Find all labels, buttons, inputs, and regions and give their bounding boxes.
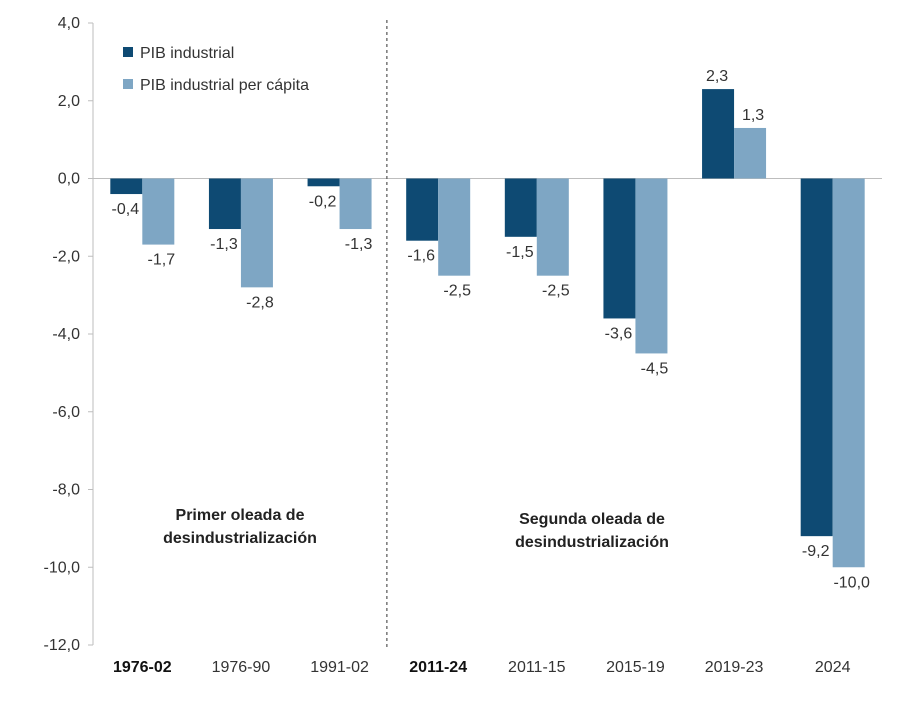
bar-pib-industrial <box>800 178 833 537</box>
x-category-label: 1976-90 <box>212 659 271 676</box>
y-tick-label: 4,0 <box>58 15 80 32</box>
y-axis: 4,0 2,0 0,0 -2,0 -4,0 -6,0 -8,0 -10,0 -12,0 <box>44 15 882 654</box>
legend: PIB industrial PIB industrial per cápita <box>123 45 309 94</box>
data-label: -4,5 <box>641 360 669 377</box>
bars <box>110 89 865 568</box>
data-label: -3,6 <box>605 325 633 342</box>
bar-pib-industrial <box>603 178 636 319</box>
y-tick-label: 0,0 <box>58 171 80 188</box>
annotation-second-wave-line1: Segunda oleada de <box>519 511 665 528</box>
y-tick-label: 2,0 <box>58 93 80 110</box>
y-tick-label: -10,0 <box>44 559 81 576</box>
category-labels: 1976-02 1976-90 1991-02 2011-24 2011-15 2015-… <box>113 659 851 676</box>
data-label: -2,8 <box>246 294 274 311</box>
data-label: 2,3 <box>706 68 728 85</box>
data-label: -2,5 <box>542 283 570 300</box>
x-category-label: 2015-19 <box>606 659 665 676</box>
y-tick-label: -12,0 <box>44 637 81 654</box>
legend-swatch-pib-per-capita <box>123 79 133 89</box>
data-label: -2,5 <box>443 283 471 300</box>
y-tick-label: -8,0 <box>52 482 80 499</box>
bar-pib-industrial <box>307 178 340 187</box>
data-label: -1,3 <box>345 236 373 253</box>
data-label: -0,2 <box>309 193 337 210</box>
bar-pib-industrial <box>702 89 735 179</box>
bar-pib-per-capita <box>536 178 569 276</box>
legend-swatch-pib-industrial <box>123 47 133 57</box>
annotation-first-wave: Primer oleada de desindustrialización <box>163 507 317 547</box>
y-tick-label: -4,0 <box>52 326 80 343</box>
x-category-label: 2011-15 <box>508 659 566 676</box>
bar-pib-per-capita <box>635 178 668 354</box>
annotation-first-wave-line1: Primer oleada de <box>176 507 305 524</box>
bar-pib-industrial <box>504 178 537 237</box>
bar-pib-per-capita <box>339 178 372 230</box>
annotation-first-wave-line2: desindustrialización <box>163 530 317 547</box>
bar-pib-per-capita <box>142 178 175 245</box>
x-category-label: 1976-02 <box>113 659 172 676</box>
bar-pib-industrial <box>406 178 439 241</box>
bar-pib-per-capita <box>734 127 767 179</box>
data-label: -0,4 <box>112 201 140 218</box>
y-tick-label: -2,0 <box>52 248 80 265</box>
x-category-label: 2024 <box>815 659 851 676</box>
x-category-label: 2019-23 <box>705 659 764 676</box>
data-label: -1,7 <box>148 252 176 269</box>
y-tick-label: -6,0 <box>52 404 80 421</box>
x-category-label: 2011-24 <box>409 659 467 676</box>
data-label: -1,5 <box>506 244 534 261</box>
annotation-second-wave: Segunda oleada de desindustrialización <box>515 511 669 551</box>
data-label: -10,0 <box>833 574 870 591</box>
bar-pib-per-capita <box>438 178 471 276</box>
annotation-second-wave-line2: desindustrialización <box>515 534 669 551</box>
data-label: -9,2 <box>802 543 830 560</box>
bar-pib-industrial <box>110 178 143 195</box>
x-category-label: 1991-02 <box>310 659 369 676</box>
data-labels: -0,4 -1,7 -1,3 -2,8 -0,2 -1,3 -1,6 -2,5 -1,5 -2,5… <box>112 68 871 591</box>
legend-label-pib-industrial: PIB industrial <box>140 45 234 62</box>
data-label: 1,3 <box>742 107 764 124</box>
data-label: -1,6 <box>407 248 435 265</box>
bar-pib-industrial <box>208 178 241 230</box>
legend-label-pib-per-capita: PIB industrial per cápita <box>140 77 309 94</box>
bar-pib-per-capita <box>832 178 865 568</box>
bar-pib-per-capita <box>240 178 273 288</box>
data-label: -1,3 <box>210 236 238 253</box>
